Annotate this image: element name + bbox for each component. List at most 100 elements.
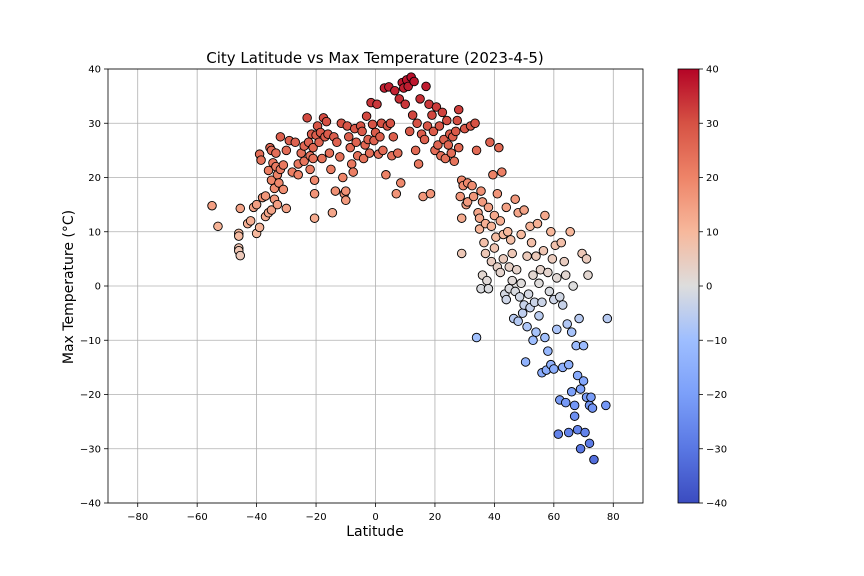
data-point (568, 281, 578, 291)
x-tick-label: −40 (246, 512, 267, 523)
data-point (580, 427, 590, 438)
data-point (412, 118, 422, 128)
data-point (358, 153, 369, 164)
data-point (531, 251, 541, 261)
data-point (526, 237, 537, 248)
colorbar-ticks: −40 −30 −20 −10 0 10 20 30 40 (699, 65, 727, 510)
data-point (482, 275, 492, 286)
y-tick-label: −10 (80, 336, 101, 347)
data-point (299, 156, 309, 166)
y-tick-label: 40 (88, 65, 101, 76)
data-point (586, 392, 596, 402)
x-tick-label: 40 (488, 512, 501, 523)
data-point (534, 311, 544, 321)
data-point (293, 170, 303, 180)
data-point (302, 113, 312, 123)
data-point (361, 111, 372, 121)
data-point (474, 213, 485, 223)
data-point (569, 411, 580, 421)
data-point (501, 202, 512, 213)
data-point (537, 297, 547, 308)
data-point (516, 278, 526, 289)
data-point (391, 189, 402, 199)
data-point (578, 376, 589, 386)
data-point (245, 216, 256, 226)
data-point (317, 153, 327, 164)
data-point (419, 134, 430, 145)
data-point (494, 142, 504, 153)
data-point (566, 387, 577, 397)
data-point (305, 164, 315, 175)
data-point (511, 264, 522, 275)
data-point (378, 145, 388, 156)
data-point (498, 254, 509, 264)
data-point (540, 332, 550, 343)
data-point (531, 327, 541, 337)
x-tick-label: −20 (306, 512, 327, 523)
data-point (532, 218, 543, 229)
data-point (449, 156, 460, 166)
data-point (558, 300, 568, 310)
data-point (578, 340, 589, 351)
colorbar-tick-label: 20 (706, 173, 719, 184)
y-tick-label: −40 (80, 499, 101, 510)
y-tick-label: −20 (80, 390, 101, 401)
x-tick-label: 0 (372, 512, 378, 523)
data-point (602, 313, 613, 324)
data-point (572, 370, 583, 381)
data-point (344, 132, 354, 142)
data-point (566, 327, 577, 337)
data-point (338, 172, 348, 183)
data-point (485, 137, 495, 147)
data-point (367, 119, 378, 130)
data-point (381, 170, 391, 180)
data-point (385, 118, 396, 128)
data-point (456, 213, 467, 223)
data-point (540, 210, 550, 221)
data-point (327, 208, 338, 218)
data-point (207, 200, 217, 211)
data-point (278, 160, 289, 170)
data-point (560, 270, 571, 280)
data-points (207, 72, 613, 465)
data-point (348, 167, 358, 177)
y-tick-label: 20 (88, 173, 101, 184)
data-point (404, 126, 415, 137)
data-point (547, 254, 558, 264)
data-point (407, 110, 418, 120)
data-point (601, 400, 611, 411)
data-point (324, 148, 335, 158)
data-point (470, 118, 480, 128)
data-point (519, 205, 529, 215)
data-point (560, 397, 571, 408)
data-point (581, 254, 592, 264)
data-point (462, 197, 473, 207)
colorbar-tick-label: −10 (706, 336, 727, 347)
data-point (497, 167, 507, 177)
data-point (372, 99, 382, 110)
data-point (522, 321, 532, 332)
x-tick-label: 80 (607, 512, 620, 523)
data-point (543, 346, 553, 356)
data-point (471, 145, 482, 156)
data-point (452, 115, 462, 126)
x-tick-label: 20 (429, 512, 442, 523)
y-tick-label: −30 (80, 444, 101, 455)
data-point (390, 85, 400, 96)
chart-title: City Latitude vs Max Temperature (2023-4… (206, 49, 544, 67)
data-point (274, 178, 284, 188)
data-point (563, 427, 574, 438)
data-point (574, 313, 584, 324)
data-point (234, 231, 244, 241)
data-point (528, 270, 538, 280)
x-axis-label: Latitude (346, 524, 404, 540)
data-point (523, 289, 534, 299)
data-point (492, 189, 503, 199)
data-point (575, 444, 586, 454)
x-tick-label: 60 (547, 512, 560, 523)
data-point (442, 115, 452, 126)
data-point (256, 155, 266, 165)
x-tick-label: −80 (127, 512, 148, 523)
data-point (520, 357, 531, 367)
